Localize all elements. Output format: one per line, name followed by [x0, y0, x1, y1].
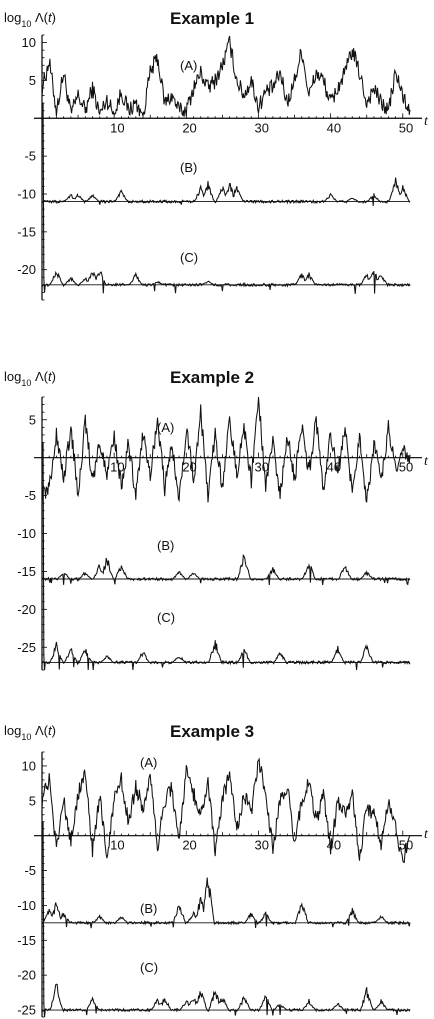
y-tick-label: 5	[29, 412, 36, 427]
y-tick-label: -25	[17, 1003, 36, 1018]
x-tick-label: 20	[182, 120, 196, 135]
x-tick-label: 10	[110, 120, 124, 135]
initial-transient	[42, 442, 46, 671]
series-label-c: (C)	[140, 960, 158, 975]
series-label-b: (B)	[157, 538, 174, 553]
x-tick-label: 50	[399, 120, 413, 135]
y-tick-label: -10	[17, 187, 36, 202]
y-tick-label: -10	[17, 526, 36, 541]
y-tick-label: -5	[24, 863, 36, 878]
y-axis-label: log10 Λ(t)	[4, 369, 56, 388]
series-line-a	[41, 757, 411, 864]
series-label-a: (A)	[140, 755, 157, 770]
x-tick-label: 20	[182, 460, 196, 475]
series-label-a: (A)	[180, 58, 197, 73]
series-label-b: (B)	[180, 160, 197, 175]
series-line-c	[41, 270, 411, 294]
y-tick-label: -15	[17, 224, 36, 239]
panel-example-3: Example 3 log10 Λ(t) t 10 20 30 40 50105-5-1…	[4, 722, 429, 1018]
x-tick-label: 10	[110, 460, 124, 475]
x-tick-label: 40	[327, 120, 341, 135]
y-tick-label: 5	[29, 793, 36, 808]
x-tick-label: 20	[182, 838, 196, 853]
y-tick-label: -20	[17, 602, 36, 617]
series-label-a: (A)	[157, 420, 174, 435]
y-axis-label: log10 Λ(t)	[4, 723, 56, 742]
y-tick-label: -10	[17, 898, 36, 913]
series-label-c: (C)	[157, 610, 175, 625]
x-tick-label: 30	[254, 120, 268, 135]
series-line-b	[41, 877, 411, 929]
series-line-a	[41, 35, 411, 117]
x-tick-label: 50	[399, 460, 413, 475]
series-line-a	[41, 396, 411, 504]
chart-title: Example 2	[170, 368, 254, 387]
y-tick-label: 5	[29, 73, 36, 88]
series-line-b	[41, 177, 411, 206]
series-label-b: (B)	[140, 901, 157, 916]
initial-transient	[42, 103, 46, 293]
series-line-c	[41, 640, 411, 671]
series-label-c: (C)	[180, 250, 198, 265]
plot-area: 10 20 30 40 505-5-10-15-20-25	[17, 396, 422, 671]
y-tick-label: -25	[17, 640, 36, 655]
initial-transient	[42, 821, 46, 1018]
x-tick-label: 30	[254, 460, 268, 475]
panel-example-2: Example 2 log10 Λ(t) t 10 20 30 40 505-5-10-…	[4, 368, 429, 671]
x-axis-label: t	[424, 827, 429, 842]
x-axis-label: t	[424, 114, 429, 129]
y-tick-label: -20	[17, 968, 36, 983]
series-line-c	[41, 983, 411, 1016]
plot-area: 10 20 30 40 50 10 5 -5 -10 -15 -20	[17, 34, 422, 301]
series-line-b	[41, 554, 411, 586]
y-tick-label: -20	[17, 262, 36, 277]
chart-title: Example 3	[170, 722, 254, 741]
panel-example-1: Example 1 log10 Λ(t) t 10 20 30 40 50 10 5 -5 -1…	[4, 9, 429, 301]
y-tick-label: -15	[17, 564, 36, 579]
x-tick-label: 10	[110, 838, 124, 853]
y-tick-label: -5	[24, 149, 36, 164]
y-tick-label: 10	[22, 758, 36, 773]
x-tick-label: 40	[327, 838, 341, 853]
y-tick-label: -5	[24, 488, 36, 503]
x-tick-label: 30	[254, 838, 268, 853]
y-tick-label: -15	[17, 933, 36, 948]
y-axis-label: log10 Λ(t)	[4, 10, 56, 29]
x-axis-label: t	[424, 454, 429, 469]
chart-title: Example 1	[170, 9, 254, 28]
y-tick-label: 10	[22, 35, 36, 50]
